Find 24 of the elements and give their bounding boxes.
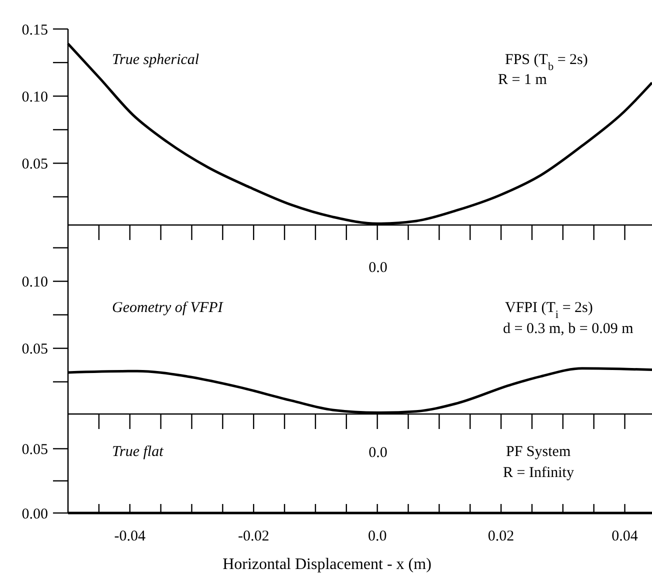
annotation: Geometry of VFPI — [112, 300, 224, 316]
y-tick-label: 0.05 — [22, 442, 48, 458]
y-tick-label: 0.05 — [22, 342, 48, 358]
y-tick-label: 0.00 — [22, 506, 48, 522]
annotation: FPS (T$_{b}$ = 2s) — [505, 52, 588, 73]
x-tick-label: -0.02 — [238, 528, 270, 544]
x-tick-label: 0.04 — [612, 528, 638, 544]
annotation: 0.0 — [368, 445, 388, 461]
annotation: d = 0.3 m, b = 0.09 m — [503, 321, 634, 337]
annotation: PF System — [506, 444, 571, 460]
annotation: VFPI (T$_{i}$ = 2s) — [505, 300, 593, 321]
y-tick-label: 0.15 — [22, 22, 48, 38]
annotation: R = 1 m — [498, 72, 548, 88]
x-axis-title: Horizontal Displacement - x (m) — [222, 556, 432, 573]
y-tick-label: 0.05 — [22, 156, 48, 172]
x-tick-label: 0.0 — [368, 528, 387, 544]
y-tick-label: 0.10 — [22, 89, 48, 106]
x-tick-label: -0.04 — [114, 528, 146, 544]
annotation: 0.0 — [368, 260, 388, 276]
annotation: True spherical — [112, 52, 200, 68]
x-tick-label: 0.02 — [488, 528, 514, 544]
annotation: R = Infinity — [503, 465, 574, 481]
y-tick-label: 0.10 — [22, 274, 48, 291]
annotation: True flat — [112, 444, 164, 460]
